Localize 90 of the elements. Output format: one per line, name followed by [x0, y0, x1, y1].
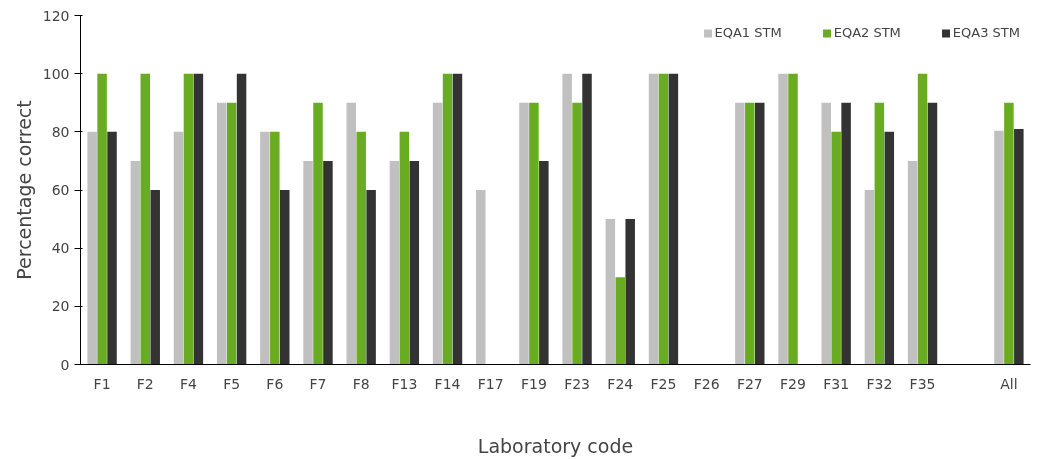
bar — [519, 102, 529, 365]
bar — [260, 131, 270, 365]
bar — [409, 160, 420, 365]
bar — [150, 190, 160, 365]
bar — [927, 102, 938, 365]
y-tick-label: 60 — [51, 182, 70, 198]
bar — [917, 73, 928, 365]
bar — [648, 73, 659, 365]
bar — [193, 73, 204, 365]
x-tick-label: F4 — [179, 375, 198, 392]
bar — [313, 102, 323, 365]
x-tick-label: F26 — [693, 375, 720, 392]
bar — [841, 102, 851, 365]
x-tick-label: F1 — [93, 375, 111, 392]
x-tick-label: F14 — [434, 375, 461, 392]
bar — [1014, 128, 1024, 365]
x-tick-label: F17 — [477, 375, 504, 392]
bar — [97, 73, 107, 365]
bar — [864, 190, 875, 365]
bar — [130, 160, 141, 365]
bar — [432, 102, 443, 365]
bar — [539, 160, 549, 365]
bar — [173, 131, 184, 365]
bar — [270, 131, 280, 365]
x-tick-label: F6 — [266, 375, 284, 392]
legend-label: EQA3 STM — [952, 25, 1020, 40]
bar — [303, 160, 313, 365]
y-tick-label: 20 — [51, 298, 70, 315]
x-tick-label: F13 — [391, 375, 418, 392]
legend-label: EQA2 STM — [833, 25, 901, 40]
bar — [366, 190, 376, 365]
x-tick-label: F8 — [352, 375, 370, 392]
bar — [625, 219, 635, 365]
bar — [183, 73, 194, 365]
bar — [216, 102, 227, 365]
bar — [907, 160, 918, 365]
bar — [658, 73, 669, 365]
bar — [778, 73, 788, 365]
y-tick-label: 40 — [51, 240, 70, 257]
x-tick-label: F25 — [650, 375, 677, 392]
bar — [87, 131, 97, 365]
bar — [399, 131, 410, 365]
x-tick-label: F19 — [520, 375, 547, 392]
bar — [346, 102, 356, 365]
x-tick-label: F31 — [823, 375, 850, 392]
x-tick-label: F32 — [866, 375, 893, 392]
bar — [562, 73, 572, 365]
bar — [755, 102, 765, 365]
bar — [572, 102, 582, 365]
x-tick-label: F2 — [136, 375, 154, 392]
bar — [582, 73, 592, 365]
y-axis-title: Percentage correct — [12, 100, 35, 280]
x-tick-label: All — [1000, 375, 1018, 392]
legend-label: EQA1 STM — [714, 25, 782, 40]
x-tick-label: F24 — [607, 375, 634, 392]
bar — [280, 190, 290, 365]
x-tick-label: F29 — [780, 375, 806, 392]
bar — [1004, 102, 1014, 365]
bar — [994, 130, 1004, 365]
bar — [476, 190, 486, 365]
bar — [140, 73, 151, 365]
bar — [442, 73, 453, 365]
x-axis-title: Laboratory code — [477, 434, 634, 457]
bar — [615, 277, 626, 365]
x-tick-label: F23 — [564, 375, 591, 392]
bar — [107, 131, 117, 365]
y-tick-label: 0 — [60, 356, 70, 373]
y-tick-label: 80 — [51, 123, 70, 140]
bar — [745, 102, 755, 365]
bar — [323, 160, 333, 365]
bar — [356, 131, 366, 365]
x-tick-label: F35 — [909, 375, 936, 392]
bar — [735, 102, 745, 365]
bar — [884, 131, 895, 365]
bar — [389, 160, 400, 365]
bar — [529, 102, 539, 365]
y-tick-label: 100 — [42, 65, 70, 82]
bar — [788, 73, 798, 365]
bar — [831, 131, 841, 365]
bar — [821, 102, 831, 365]
x-tick-label: F27 — [736, 375, 763, 392]
x-tick-label: F7 — [309, 375, 327, 392]
x-tick-label: F5 — [223, 375, 241, 392]
bar — [668, 73, 679, 365]
bar — [452, 73, 463, 365]
bar — [874, 102, 885, 365]
bar — [236, 73, 247, 365]
y-tick-label: 120 — [42, 7, 70, 24]
bar — [226, 102, 237, 365]
bar — [605, 219, 616, 365]
